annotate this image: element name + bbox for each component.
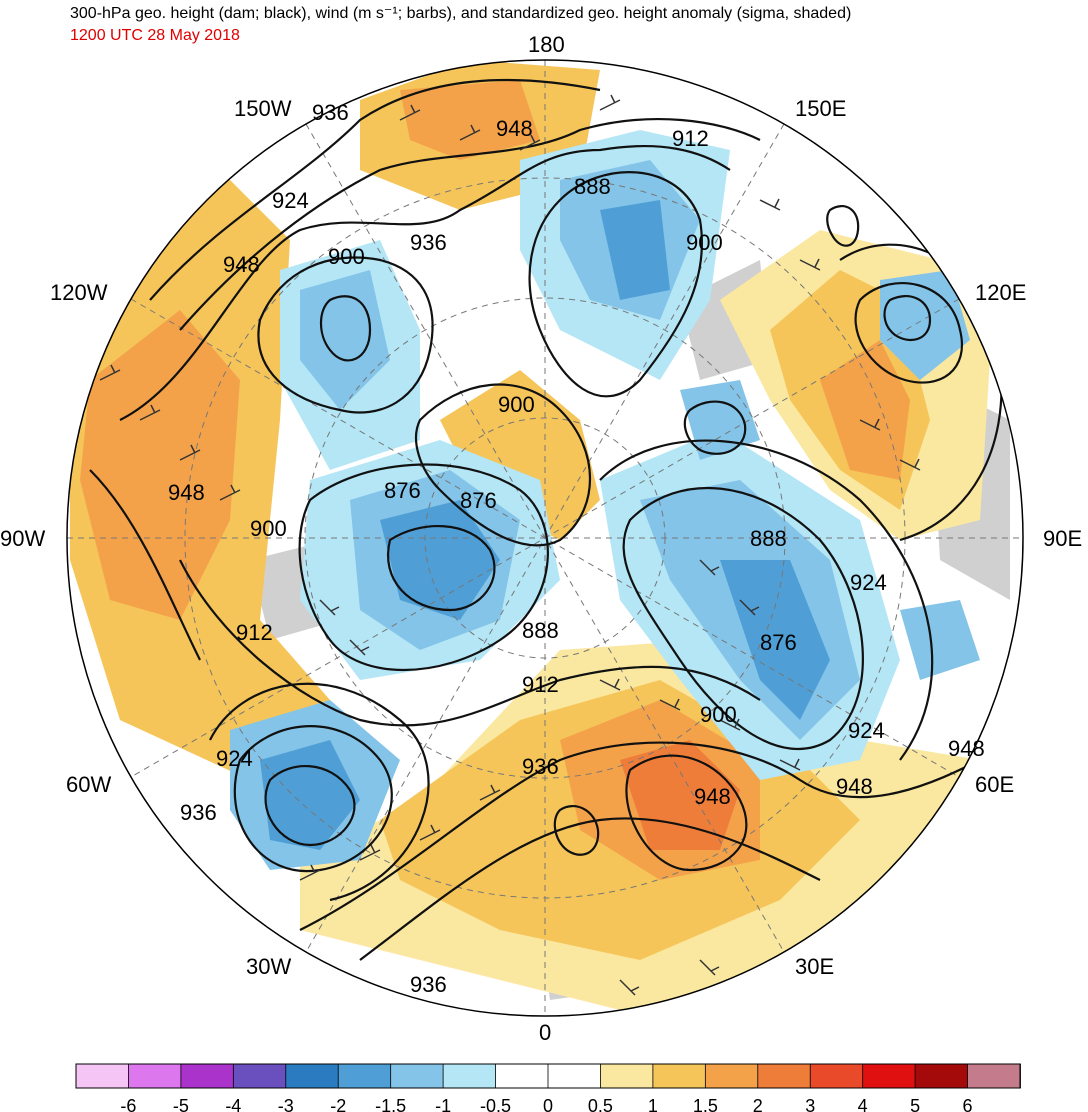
- colorbar-swatch: [232, 1063, 287, 1089]
- lon-label: 120E: [975, 280, 1026, 305]
- colorbar-swatch: [442, 1063, 497, 1089]
- colorbar-frame: [75, 1063, 1021, 1089]
- colorbar-tick-label: -5: [173, 1096, 189, 1112]
- colorbar-tick-label: 1.5: [693, 1096, 718, 1112]
- colorbar-swatch: [862, 1063, 917, 1089]
- colorbar-swatch: [547, 1063, 602, 1089]
- colorbar-swatch: [757, 1063, 812, 1089]
- contour-label: 900: [250, 516, 287, 541]
- colorbar: -6 -5 -4 -3 -2 -1.5 -1 -0.5 0 0.5 1 1.5 2 3 4 5 6: [75, 1063, 1021, 1112]
- colorbar-swatch: [704, 1063, 759, 1089]
- contour-label: 888: [522, 618, 559, 643]
- colorbar-swatch: [967, 1063, 1021, 1089]
- colorbar-tick-label: 2: [753, 1096, 763, 1112]
- contour-label: 936: [522, 754, 559, 779]
- colorbar-tick-label: -6: [120, 1096, 136, 1112]
- contour-label: 876: [460, 488, 497, 513]
- contour-label: 948: [948, 736, 985, 761]
- contour-label: 948: [836, 774, 873, 799]
- colorbar-tick-label: 4: [858, 1096, 868, 1112]
- colorbar-swatch: [600, 1063, 654, 1089]
- lon-label: 150E: [795, 96, 846, 121]
- contour-label: 876: [760, 630, 797, 655]
- colorbar-tick-label: 0.5: [588, 1096, 613, 1112]
- height-contours: [89, 78, 1003, 961]
- lon-label: 180: [528, 32, 565, 57]
- lon-label: 90E: [1043, 526, 1082, 551]
- colorbar-tick-label: 0: [543, 1096, 553, 1112]
- contour-label: 924: [850, 570, 887, 595]
- contour-label: 888: [574, 174, 611, 199]
- colorbar-swatch: [128, 1063, 182, 1089]
- contour-label: 948: [223, 252, 260, 277]
- contour-label: 936: [180, 800, 217, 825]
- contour-label: 948: [496, 116, 533, 141]
- colorbar-tick-label: -4: [225, 1096, 241, 1112]
- colorbar-tick-label: -1: [435, 1096, 451, 1112]
- colorbar-tick-label: 6: [963, 1096, 973, 1112]
- lon-label: 150W: [234, 96, 292, 121]
- colorbar-tick-label: -0.5: [480, 1096, 511, 1112]
- contour-label: 900: [498, 392, 535, 417]
- lon-label: 0: [539, 1020, 551, 1045]
- valid-time: 1200 UTC 28 May 2018: [70, 27, 240, 44]
- lon-label: 90W: [0, 526, 45, 551]
- lon-label: 30E: [795, 954, 834, 979]
- colorbar-swatch: [180, 1063, 235, 1089]
- colorbar-tick-label: -2: [330, 1096, 346, 1112]
- contour-label: 924: [848, 718, 885, 743]
- colorbar-swatch: [390, 1063, 445, 1089]
- colorbar-swatch: [652, 1063, 707, 1089]
- colorbar-tick-label: -3: [278, 1096, 294, 1112]
- lon-label: 60W: [66, 772, 111, 797]
- contour-label: 900: [700, 702, 737, 727]
- contour-label: 912: [236, 620, 273, 645]
- contour-label: 924: [216, 746, 253, 771]
- colorbar-tick-label: -1.5: [375, 1096, 406, 1112]
- chart-title: 300-hPa geo. height (dam; black), wind (…: [70, 5, 852, 22]
- contour-label: 936: [312, 100, 349, 125]
- contour-label: 876: [384, 478, 421, 503]
- contour-label: 948: [168, 480, 205, 505]
- colorbar-swatch: [337, 1063, 392, 1089]
- contour-label: 900: [328, 244, 365, 269]
- colorbar-swatch: [809, 1063, 864, 1089]
- colorbar-tick-label: 1: [648, 1096, 658, 1112]
- contour-label: 900: [686, 230, 723, 255]
- contour-label: 912: [672, 126, 709, 151]
- colorbar-swatch: [285, 1063, 340, 1089]
- contour-label: 912: [522, 672, 559, 697]
- contour-label: 936: [410, 230, 447, 255]
- colorbar-swatch: [75, 1063, 130, 1089]
- contour-labels: 936 948 912 924 888 900 936 900 948 900 …: [168, 100, 985, 997]
- map-border: [66, 59, 1024, 1017]
- colorbar-tick-label: 5: [910, 1096, 920, 1112]
- contour-label: 936: [410, 972, 447, 997]
- colorbar-swatch: [495, 1063, 549, 1089]
- contour-label: 948: [694, 784, 731, 809]
- contour-label: 924: [272, 188, 309, 213]
- colorbar-swatch: [914, 1063, 969, 1089]
- colorbar-tick-label: 3: [805, 1096, 815, 1112]
- lon-label: 30W: [246, 954, 291, 979]
- longitude-labels: 180 150E 120E 90E 60E 30E 0 30W 60W 90W …: [0, 32, 1082, 1045]
- lon-label: 60E: [975, 772, 1014, 797]
- lon-label: 120W: [50, 280, 108, 305]
- contour-label: 888: [750, 526, 787, 551]
